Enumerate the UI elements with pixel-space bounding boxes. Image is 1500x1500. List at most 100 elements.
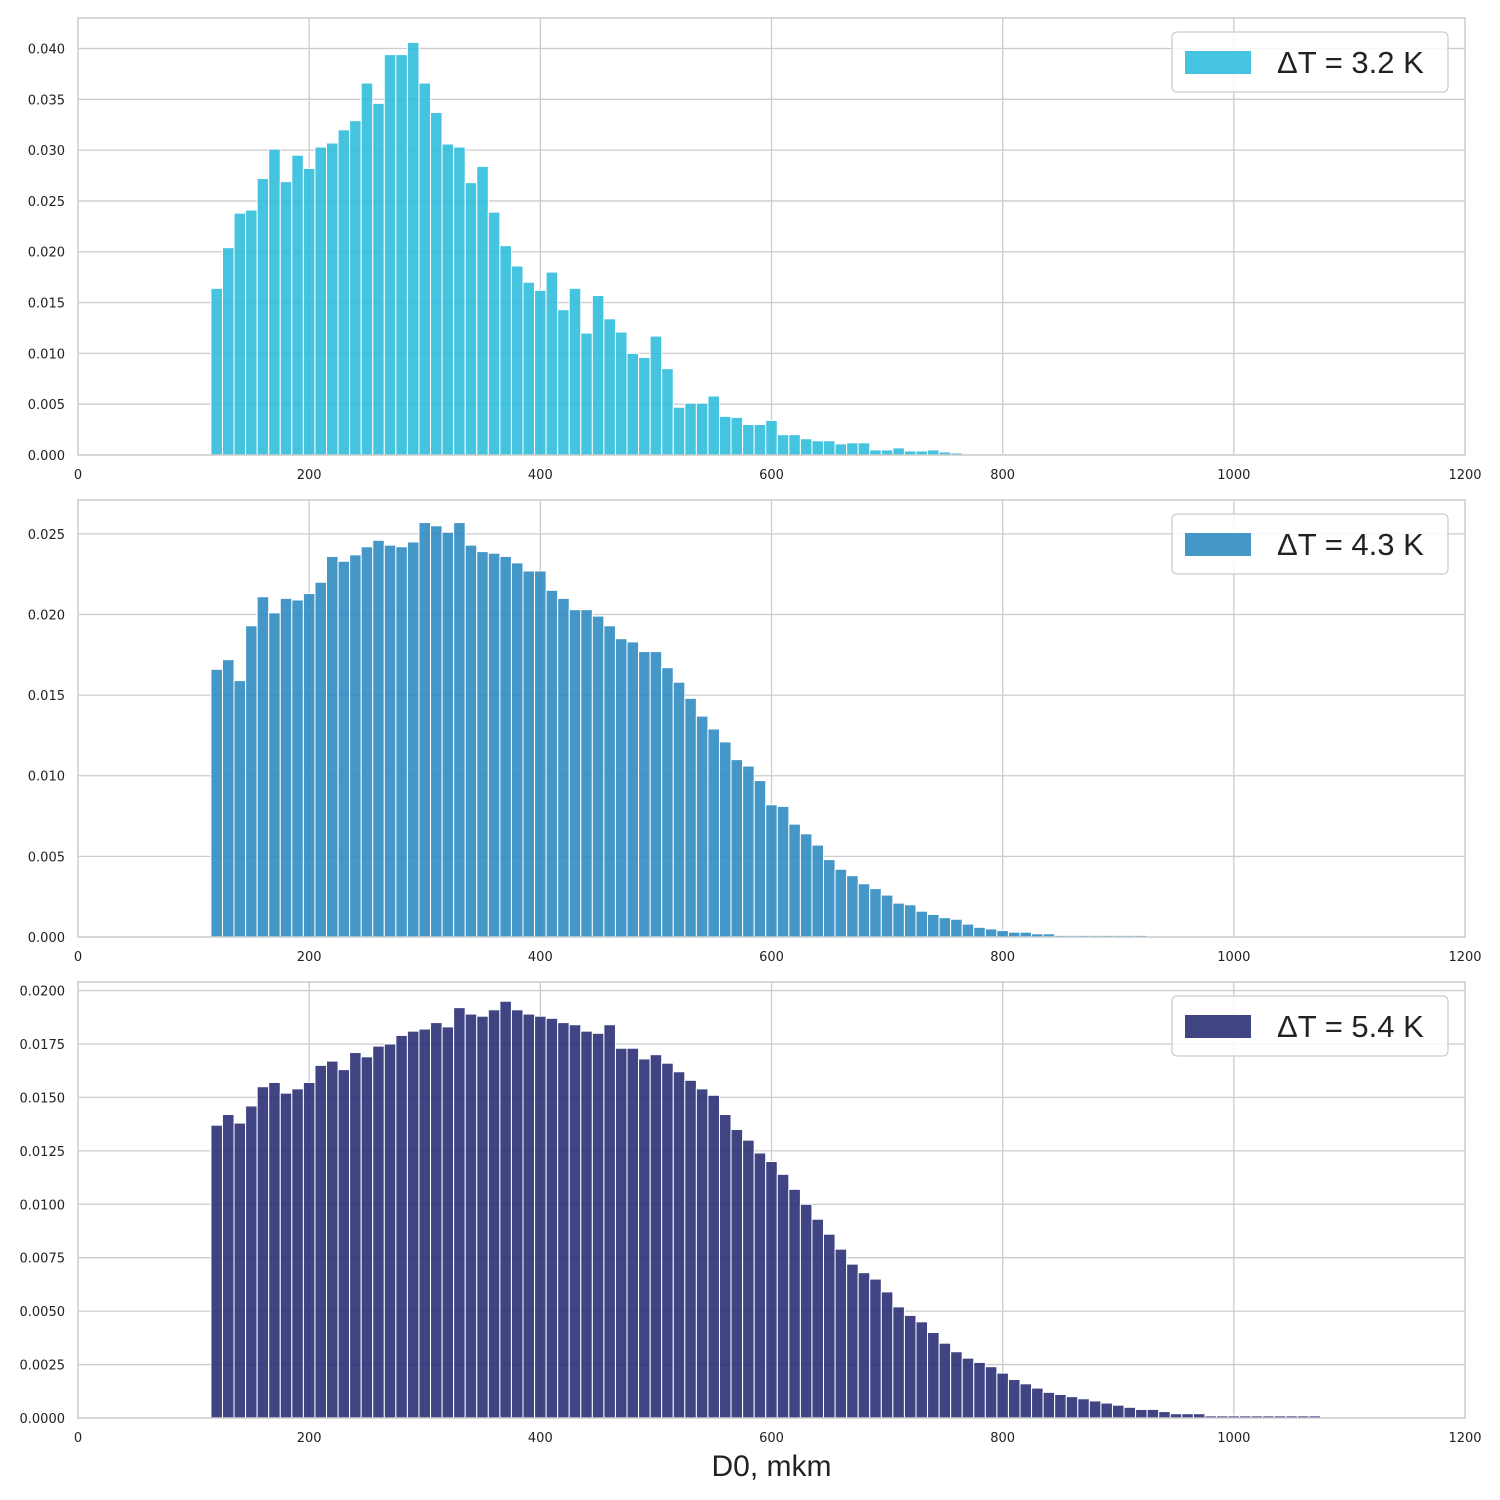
histogram-bar	[383, 1043, 397, 1419]
histogram-bar	[591, 1032, 605, 1419]
histogram-bar	[880, 1291, 894, 1419]
histogram-bar	[1007, 1379, 1021, 1419]
histogram-bar	[430, 525, 443, 938]
histogram-bar	[857, 1272, 871, 1419]
histogram-bar	[1077, 1398, 1090, 1419]
legend-swatch	[1185, 533, 1251, 556]
histogram-bar	[534, 570, 547, 938]
histogram-bar	[268, 612, 281, 938]
histogram-bar	[349, 554, 362, 938]
x-tick-label: 1000	[1217, 468, 1250, 483]
x-tick-label: 400	[528, 468, 553, 483]
histogram-bar	[476, 165, 489, 456]
histogram-bar	[915, 910, 929, 938]
histogram-bar	[638, 356, 651, 456]
histogram-bar	[221, 1114, 235, 1419]
histogram-bar	[695, 715, 709, 938]
legend-box	[1171, 31, 1449, 93]
y-tick-label: 0.010	[28, 770, 65, 785]
histogram-bar	[892, 1306, 905, 1419]
histogram-bar	[661, 667, 674, 938]
histogram-bar	[487, 1009, 501, 1419]
histogram-bar	[892, 902, 905, 938]
histogram-bar	[973, 926, 986, 938]
histogram-bar	[915, 1321, 929, 1419]
histogram-bar	[464, 182, 478, 456]
legend: ΔT = 4.3 K	[1171, 513, 1449, 575]
histogram-bar	[441, 143, 455, 456]
histogram-bar	[903, 1314, 917, 1419]
bar-series	[210, 1000, 1322, 1419]
histogram-bar	[268, 1081, 281, 1419]
histogram-bar	[684, 402, 697, 456]
histogram-bar	[430, 1022, 443, 1419]
legend-label: ΔT = 4.3 K	[1277, 527, 1424, 562]
histogram-bar	[268, 148, 281, 456]
y-tick-label: 0.000	[28, 931, 65, 946]
histogram-bar	[1111, 1404, 1125, 1419]
y-tick-label: 0.035	[28, 93, 65, 108]
histogram-bar	[545, 589, 559, 938]
histogram-bar	[430, 112, 443, 456]
y-tick-label: 0.015	[28, 689, 65, 704]
histogram-bar	[765, 419, 778, 456]
histogram-bar	[383, 544, 397, 938]
histogram-bar	[603, 625, 616, 938]
histogram-bar	[1146, 1408, 1160, 1419]
y-tick-label: 0.0000	[20, 1412, 66, 1427]
histogram-bar	[973, 1361, 986, 1419]
histogram-bar	[302, 593, 316, 938]
histogram-bar	[799, 1203, 813, 1419]
histogram-bar	[903, 904, 917, 938]
histogram-bar	[580, 1030, 593, 1419]
histogram-bar	[823, 859, 836, 938]
histogram-bar	[210, 287, 223, 456]
histogram-bar	[742, 424, 755, 456]
histogram-bar	[233, 212, 247, 456]
histogram-bar	[892, 447, 905, 456]
histogram-bar	[534, 1015, 547, 1419]
y-tick-label: 0.010	[28, 347, 65, 362]
histogram-bar	[1100, 1402, 1113, 1419]
legend-box	[1171, 995, 1449, 1057]
histogram-bar	[372, 1045, 385, 1419]
histogram-bar	[395, 1034, 408, 1419]
histogram-bar	[776, 1173, 790, 1419]
histogram-bar	[672, 681, 686, 938]
histogram-bar	[649, 1054, 663, 1419]
histogram-bar	[1088, 1400, 1102, 1419]
y-tick-label: 0.0075	[20, 1252, 66, 1267]
histogram-bar	[522, 1013, 536, 1419]
histogram-bar	[464, 544, 478, 938]
histogram-bar	[1135, 1408, 1148, 1419]
x-tick-label: 0	[74, 468, 82, 483]
y-tick-label: 0.015	[28, 297, 65, 312]
axes-frame	[77, 499, 1466, 938]
histogram-bar	[302, 167, 316, 456]
histogram-bar	[614, 331, 628, 456]
histogram-bar	[961, 1357, 975, 1419]
legend: ΔT = 3.2 K	[1171, 31, 1449, 93]
histogram-bar	[730, 1128, 744, 1419]
histogram-bar	[811, 1218, 825, 1419]
histogram-bar	[233, 680, 247, 938]
histogram-bar	[938, 917, 952, 938]
histogram-bar	[360, 546, 374, 938]
histogram-bar	[256, 1086, 270, 1419]
histogram-bar	[360, 1056, 374, 1419]
legend-box	[1171, 513, 1449, 575]
axes-frame	[77, 981, 1466, 1419]
histogram-bar	[718, 741, 732, 938]
histogram-bar	[441, 1026, 455, 1419]
x-tick-label: 400	[528, 1431, 553, 1446]
histogram-bar	[788, 823, 801, 938]
histogram-bar	[406, 541, 420, 938]
histogram-bar	[799, 438, 813, 456]
histogram-bar	[534, 289, 547, 456]
x-tick-label: 0	[74, 1431, 82, 1446]
histogram-bar	[672, 406, 686, 456]
histogram-bar	[984, 928, 998, 938]
histogram-bar	[961, 923, 975, 938]
y-tick-label: 0.025	[28, 195, 65, 210]
histogram-bar	[291, 599, 304, 938]
